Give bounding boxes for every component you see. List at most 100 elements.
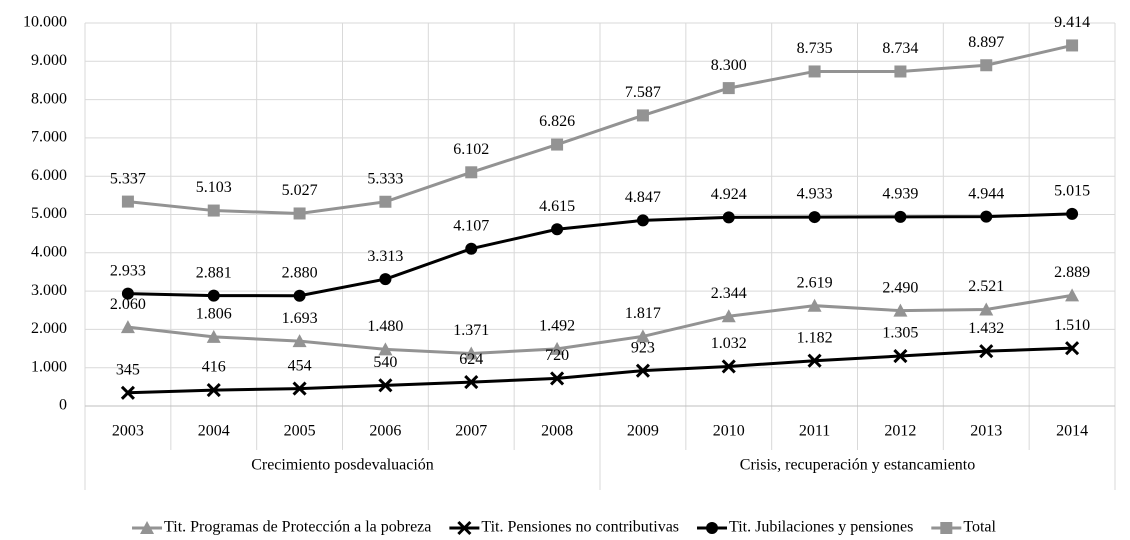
data-label: 1.432 (968, 320, 1004, 337)
data-label: 540 (373, 354, 397, 371)
data-label: 923 (631, 339, 655, 356)
data-label: 2.060 (110, 296, 146, 313)
y-tick-label: 4.000 (31, 243, 67, 260)
point (635, 363, 650, 378)
series-line (127, 293, 1073, 355)
legend-marker (457, 520, 472, 536)
point (721, 309, 736, 323)
data-label: 2.344 (711, 285, 747, 302)
data-label: 7.587 (625, 84, 661, 101)
legend-marker (140, 521, 155, 534)
point (979, 344, 994, 359)
point (1066, 39, 1079, 52)
point (378, 342, 393, 356)
y-tick-label: 5.000 (31, 205, 67, 222)
point (980, 210, 993, 223)
data-label: 4.107 (453, 217, 489, 234)
y-tick-label: 10.000 (23, 14, 67, 31)
x-tick-label: 2014 (1056, 423, 1088, 440)
data-label: 8.897 (968, 34, 1004, 51)
point (379, 195, 392, 208)
x-tick-label: 2006 (369, 423, 401, 440)
data-label: 4.847 (625, 189, 661, 206)
data-label: 1.492 (539, 318, 575, 335)
y-tick-label: 3.000 (31, 282, 67, 299)
point (206, 383, 221, 398)
legend-label: Tit. Jubilaciones y pensiones (729, 519, 913, 536)
series-line (127, 43, 1073, 215)
x-tick-label: 2013 (970, 423, 1002, 440)
y-tick-label: 7.000 (31, 129, 67, 146)
data-label: 5.333 (367, 170, 403, 187)
x-tick-label: 2007 (455, 423, 487, 440)
point (807, 298, 822, 312)
point (1065, 341, 1080, 356)
point (293, 289, 306, 302)
point (894, 210, 907, 223)
data-label: 8.735 (797, 40, 833, 57)
data-label: 1.806 (196, 306, 232, 323)
data-label: 9.414 (1054, 14, 1090, 31)
data-label: 1.817 (625, 305, 661, 322)
group-label: Crisis, recuperación y estancamiento (740, 457, 975, 474)
legend-label: Tit. Pensiones no contributivas (481, 519, 679, 536)
data-label: 6.826 (539, 113, 575, 130)
legend-marker (940, 522, 953, 534)
point (207, 289, 220, 302)
data-label: 1.032 (711, 335, 747, 352)
data-label: 2.521 (968, 278, 1004, 295)
y-tick-label: 9.000 (31, 52, 67, 69)
data-label: 1.182 (797, 329, 833, 346)
point (120, 320, 135, 334)
point (980, 59, 993, 72)
group-label: Crecimiento posdevaluación (251, 457, 434, 474)
point (721, 359, 736, 374)
y-tick-label: 2.000 (31, 320, 67, 337)
data-label: 1.305 (882, 325, 918, 342)
point (207, 204, 220, 217)
point (465, 242, 478, 255)
data-label: 2.933 (110, 262, 146, 279)
point (807, 353, 822, 368)
data-label: 454 (288, 357, 312, 374)
point (464, 375, 479, 390)
point (292, 381, 307, 396)
point (550, 341, 565, 355)
point (379, 273, 392, 286)
point (893, 348, 908, 364)
point (550, 371, 565, 386)
y-tick-label: 6.000 (31, 167, 67, 184)
data-label: 1.371 (453, 322, 489, 339)
series-line (127, 212, 1073, 298)
point (121, 195, 134, 208)
legend-label: Tit. Programas de Protección a la pobrez… (164, 519, 431, 536)
point (808, 211, 821, 224)
data-label: 4.924 (711, 186, 747, 203)
point (1066, 207, 1079, 220)
x-tick-label: 2005 (284, 423, 316, 440)
x-tick-label: 2010 (713, 423, 745, 440)
data-label: 4.944 (968, 185, 1004, 202)
data-label: 416 (202, 359, 226, 376)
point (722, 82, 735, 95)
point (979, 302, 994, 316)
point (551, 223, 564, 236)
data-label: 624 (459, 351, 483, 368)
point (378, 378, 393, 393)
point (636, 109, 649, 122)
x-tick-label: 2009 (627, 423, 659, 440)
point (120, 385, 135, 400)
data-label: 345 (116, 361, 140, 378)
data-label: 2.880 (282, 264, 318, 281)
data-label: 2.889 (1054, 264, 1090, 281)
data-label: 2.490 (882, 279, 918, 296)
legend-label: Total (963, 519, 996, 536)
point (464, 346, 479, 360)
data-label: 8.734 (882, 40, 918, 57)
data-label: 3.313 (367, 248, 403, 265)
data-label: 5.337 (110, 170, 146, 187)
data-label: 1.510 (1054, 317, 1090, 334)
data-label: 1.480 (367, 318, 403, 335)
y-tick-label: 0 (59, 397, 67, 414)
